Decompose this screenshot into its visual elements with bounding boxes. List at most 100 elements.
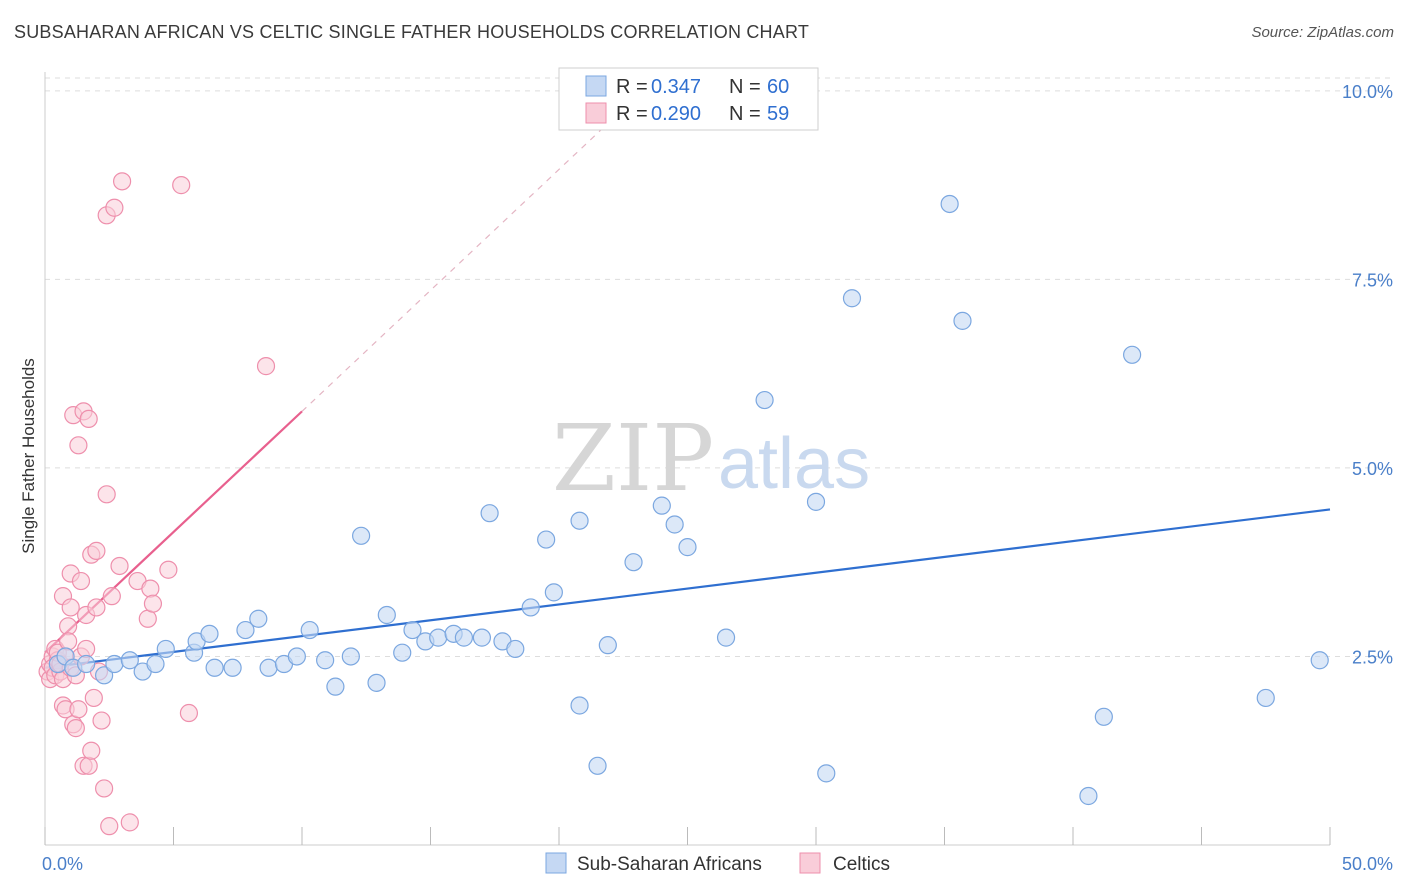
point-celtic [138, 609, 157, 628]
x-tick-label: 0.0% [42, 854, 83, 874]
source-label: Source: ZipAtlas.com [1251, 24, 1394, 41]
point-subsaharan [259, 658, 278, 677]
legend-r-value-blue: 0.347 [651, 76, 701, 98]
y-axis-label: Single Father Households [19, 358, 38, 554]
legend-box: R = 0.347 N = 60 R = 0.290 N = 59 [558, 67, 819, 131]
point-subsaharan [454, 628, 474, 647]
point-subsaharan [1123, 345, 1142, 364]
trend-line-celtic-extension [301, 120, 611, 412]
point-celtic [61, 598, 80, 617]
point-subsaharan [120, 651, 139, 670]
point-subsaharan [287, 647, 306, 666]
axes [44, 72, 1331, 846]
point-subsaharan [316, 651, 335, 670]
point-subsaharan [665, 515, 684, 534]
point-subsaharan [842, 289, 862, 308]
legend-r-value-pink: 0.290 [651, 103, 701, 125]
point-subsaharan [205, 658, 224, 677]
point-subsaharan [300, 620, 319, 640]
point-celtic [97, 485, 116, 504]
point-subsaharan [326, 677, 345, 696]
trend-line-subsaharan [44, 508, 1331, 669]
point-celtic [110, 556, 129, 576]
x-tick-label: 50.0% [1342, 854, 1393, 874]
point-subsaharan [95, 666, 114, 685]
legend-swatch-pink [585, 102, 607, 124]
point-subsaharan [200, 624, 219, 643]
point-subsaharan [544, 583, 563, 602]
point-subsaharan [588, 756, 607, 775]
point-subsaharan [537, 530, 556, 549]
legend-n-label-blue: N = [729, 76, 761, 98]
point-celtic [87, 541, 106, 560]
point-celtic [141, 579, 160, 598]
point-celtic [79, 756, 98, 775]
legend-swatch-blue [585, 75, 607, 97]
point-subsaharan [678, 538, 697, 557]
point-subsaharan [105, 654, 124, 674]
point-celtic [100, 817, 119, 836]
watermark-zip: ZIP [552, 405, 714, 512]
watermark: ZIP atlas [552, 405, 870, 512]
point-subsaharan [716, 628, 736, 647]
point-celtic [82, 741, 101, 760]
point-subsaharan [755, 390, 774, 410]
point-subsaharan [249, 609, 268, 628]
point-subsaharan [953, 311, 972, 330]
point-subsaharan [570, 696, 589, 715]
point-subsaharan [146, 654, 165, 674]
point-celtic [66, 719, 85, 738]
point-subsaharan [598, 636, 617, 655]
point-celtic [79, 409, 98, 429]
data-points [38, 172, 1329, 836]
point-subsaharan [1094, 707, 1113, 726]
chart-title: SUBSAHARAN AFRICAN VS CELTIC SINGLE FATH… [14, 22, 810, 42]
point-subsaharan [480, 504, 499, 523]
point-subsaharan [1310, 651, 1329, 670]
bottom-legend-swatch-blue [545, 852, 567, 874]
point-celtic [159, 560, 178, 579]
point-subsaharan [506, 639, 525, 659]
point-celtic [92, 711, 111, 730]
point-subsaharan [806, 492, 826, 511]
point-celtic [102, 587, 121, 606]
legend-n-label-pink: N = [729, 103, 761, 125]
trend-lines [44, 120, 1331, 669]
point-celtic [112, 172, 132, 191]
point-subsaharan [521, 598, 540, 617]
legend-n-value-blue: 60 [767, 76, 789, 98]
point-subsaharan [472, 628, 491, 647]
point-subsaharan [403, 620, 422, 640]
legend-r-label-pink: R = [616, 103, 648, 125]
point-subsaharan [652, 496, 671, 515]
point-subsaharan [352, 526, 371, 545]
watermark-atlas: atlas [718, 424, 870, 504]
point-subsaharan [624, 553, 643, 572]
bottom-legend-label-blue: Sub-Saharan Africans [577, 854, 762, 875]
y-tick-label: 2.5% [1352, 647, 1393, 667]
point-celtic [105, 198, 124, 217]
legend-r-label-blue: R = [616, 76, 648, 98]
point-subsaharan [429, 628, 448, 647]
bottom-legend-swatch-pink [799, 852, 821, 874]
y-tick-label: 10.0% [1342, 82, 1393, 102]
point-celtic [77, 639, 96, 659]
bottom-legend: Sub-Saharan Africans Celtics [545, 852, 890, 875]
y-tick-label: 5.0% [1352, 459, 1393, 479]
point-celtic [143, 594, 163, 613]
point-subsaharan [223, 658, 242, 677]
point-subsaharan [341, 647, 360, 666]
point-subsaharan [77, 654, 96, 674]
point-subsaharan [817, 764, 836, 783]
point-celtic [59, 617, 78, 636]
tick-labels: 2.5% 5.0% 7.5% 10.0% 0.0% 50.0% [42, 82, 1393, 874]
point-subsaharan [570, 511, 589, 530]
point-celtic [95, 779, 114, 798]
point-subsaharan [236, 620, 255, 640]
point-subsaharan [1256, 688, 1275, 708]
point-celtic [69, 700, 88, 719]
point-celtic [172, 176, 191, 195]
point-subsaharan [940, 194, 959, 214]
point-subsaharan [393, 643, 412, 662]
